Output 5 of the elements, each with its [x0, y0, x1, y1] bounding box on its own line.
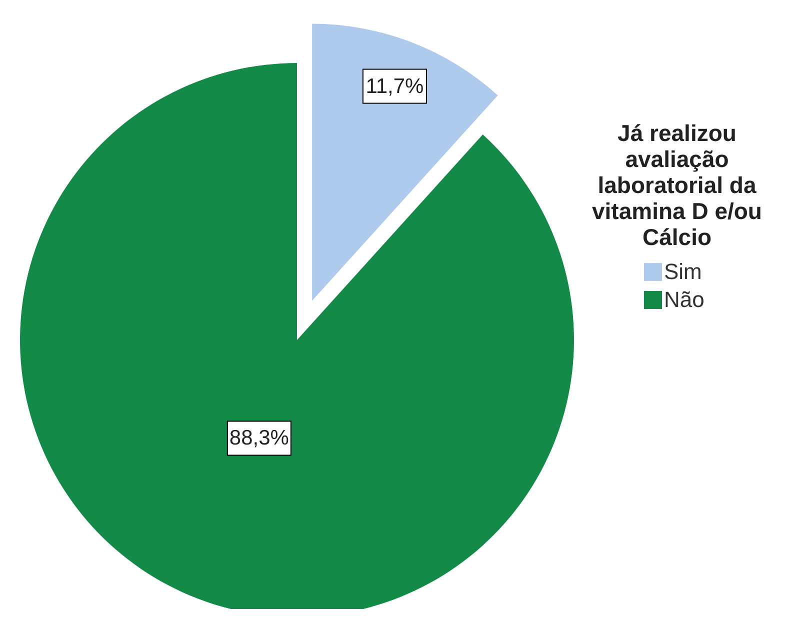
legend-label: Sim [664, 258, 702, 286]
legend-label: Não [664, 286, 704, 314]
data-label: 88,3% [229, 426, 289, 450]
legend-title: Já realizou avaliação laboratorial da vitamina D e/ou Cálcio [591, 120, 763, 250]
data-label: 11,7% [366, 74, 424, 98]
